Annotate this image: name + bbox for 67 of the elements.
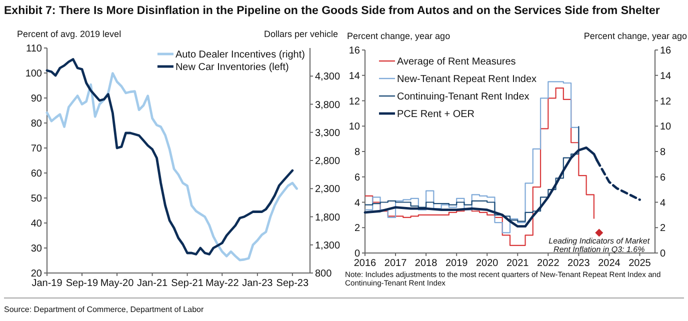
x-tick-label: 2022 bbox=[537, 258, 560, 269]
x-tick-label: 2021 bbox=[506, 258, 530, 269]
y-tick-label: 40 bbox=[30, 218, 42, 230]
y2-tick-label: 2,800 bbox=[315, 156, 340, 167]
y2-tick-label: 4 bbox=[660, 198, 666, 209]
x-tick-label: 2016 bbox=[354, 258, 377, 269]
y-tick-label: 110 bbox=[26, 44, 42, 54]
x-tick-label: Sep-21 bbox=[171, 278, 204, 289]
y2-tick-label: 0 bbox=[660, 248, 666, 260]
y-tick-label: 30 bbox=[30, 244, 42, 254]
x-tick-label: Jan-23 bbox=[242, 278, 274, 289]
y2-tick-label: 14 bbox=[660, 70, 672, 82]
y2-tick-label: 800 bbox=[315, 268, 332, 280]
y2-tick-label: 6 bbox=[660, 172, 666, 184]
y2-tick-label: 2,300 bbox=[315, 184, 340, 196]
y-tick-label: 2 bbox=[354, 223, 360, 234]
y-tick-label: 20 bbox=[30, 268, 42, 280]
y-tick-label: 100 bbox=[25, 68, 42, 80]
y2-axis-title: Percent change, year ago bbox=[584, 31, 687, 41]
legend-label: New Car Inventories (left) bbox=[175, 62, 289, 73]
y-axis-title: Percent change, year ago bbox=[347, 31, 450, 41]
x-tick-label: May-22 bbox=[205, 278, 240, 289]
y2-tick-label: 3,300 bbox=[315, 128, 340, 139]
x-tick-label: 2018 bbox=[414, 258, 438, 269]
legend-label: Auto Dealer Incentives (right) bbox=[175, 50, 305, 60]
y2-tick-label: 1,300 bbox=[315, 240, 340, 252]
x-tick-label: Jan-21 bbox=[136, 278, 168, 289]
x-tick-label: 2023 bbox=[568, 258, 590, 269]
y-tick-label: 16 bbox=[348, 46, 360, 56]
y-tick-label: 90 bbox=[30, 94, 42, 104]
annotation: Leading Indicators of Market Rent Inflation in Q3: 1.6% bbox=[548, 236, 650, 254]
legend-label: Continuing-Tenant Rent Index bbox=[397, 92, 530, 102]
chart-title: Exhibit 7: There Is More Disinflation in the Pipeline on the Goods Side from Autos and on the Services Side from Shelter bbox=[4, 5, 660, 17]
y2-tick-label: 8 bbox=[660, 147, 666, 158]
y-tick-label: 0 bbox=[354, 248, 360, 260]
y-tick-label: 70 bbox=[30, 144, 42, 154]
x-tick-label: 2017 bbox=[384, 258, 408, 269]
x-tick-label: Sep-23 bbox=[276, 278, 309, 289]
legend-label: Average of Rent Measures bbox=[397, 56, 516, 68]
x-tick-label: 2025 bbox=[628, 258, 652, 269]
y-axis-title: Percent of avg. 2019 level bbox=[17, 29, 122, 39]
y2-tick-label: 16 bbox=[660, 46, 672, 56]
y-tick-label: 60 bbox=[30, 168, 42, 180]
y2-tick-label: 4,300 bbox=[315, 72, 340, 83]
y-tick-label: 4 bbox=[354, 198, 360, 209]
y-tick-label: 80 bbox=[30, 118, 42, 130]
y-tick-label: 14 bbox=[348, 70, 360, 82]
y2-axis-title: Dollars per vehicle bbox=[264, 29, 338, 39]
x-tick-label: 2019 bbox=[445, 258, 468, 269]
source-note: Source: Department of Commerce, Department of Labor bbox=[4, 305, 204, 314]
y-tick-label: 6 bbox=[354, 172, 360, 184]
x-tick-label: May-20 bbox=[100, 278, 134, 289]
x-tick-label: Jan-19 bbox=[32, 278, 63, 289]
y-tick-label: 10 bbox=[348, 122, 360, 133]
y2-tick-label: 3,800 bbox=[315, 100, 340, 111]
legend-label: New-Tenant Repeat Rent Index bbox=[397, 74, 537, 85]
y-tick-label: 8 bbox=[354, 147, 360, 158]
x-tick-label: 2020 bbox=[476, 258, 499, 269]
legend-label: PCE Rent + OER bbox=[397, 109, 475, 120]
y2-tick-label: 1,800 bbox=[315, 212, 340, 224]
y-tick-label: 12 bbox=[348, 96, 360, 108]
x-tick-label: Sep-19 bbox=[66, 278, 99, 289]
y2-tick-label: 10 bbox=[660, 122, 672, 133]
y-tick-label: 50 bbox=[30, 194, 42, 204]
y2-tick-label: 2 bbox=[660, 223, 666, 234]
y2-tick-label: 12 bbox=[660, 96, 672, 108]
x-tick-label: 2024 bbox=[598, 258, 621, 269]
